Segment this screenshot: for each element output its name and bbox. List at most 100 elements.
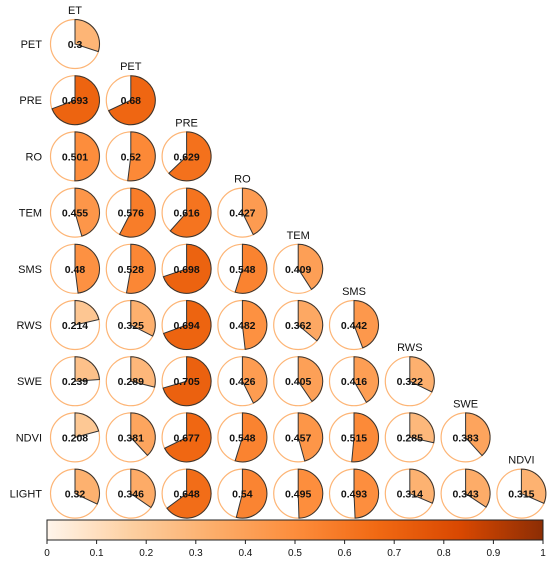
colorbar-tick-label: 0.3: [189, 548, 203, 559]
value-label: 0.548: [229, 264, 255, 276]
pie-slice: [297, 356, 324, 403]
pie-slice: [127, 131, 156, 182]
pie-cell: 0.214: [49, 299, 101, 351]
pie-slice: [74, 131, 100, 182]
pie-slice: [107, 75, 156, 126]
pie-cell: 0.48: [49, 243, 101, 294]
value-label: 0.289: [118, 376, 144, 388]
pie-cell: 0.427: [217, 187, 268, 238]
pie-cell: 0.548: [217, 412, 268, 463]
value-label: 0.493: [341, 489, 367, 501]
column-label-ndvi: NDVI: [508, 455, 534, 467]
value-label: 0.315: [508, 489, 534, 501]
pie-cell: 0.705: [161, 356, 212, 407]
pie-cell: 0.482: [217, 299, 268, 351]
value-label: 0.322: [397, 376, 423, 388]
colorbar-gradient: [46, 519, 544, 541]
pie-slice: [465, 468, 491, 508]
column-label-swe: SWE: [453, 398, 478, 410]
value-label: 0.705: [173, 376, 199, 388]
pie-cell: 0.495: [273, 468, 324, 519]
pie-cell: 0.239: [49, 356, 101, 407]
row-label-light: LIGHT: [10, 489, 43, 501]
pie-slice: [234, 243, 268, 294]
value-label: 0.346: [118, 489, 144, 501]
pie-slice: [169, 187, 212, 238]
value-label: 0.442: [341, 320, 367, 332]
pie-cell: 0.315: [496, 468, 547, 519]
value-label: 0.32: [65, 489, 86, 501]
pie-cell: 0.325: [105, 299, 156, 351]
pie-slice: [351, 412, 379, 463]
value-label: 0.214: [62, 320, 88, 332]
pie-cell: 0.693: [49, 75, 101, 126]
pie-cell: 0.285: [384, 412, 435, 463]
pie-cell: 0.405: [273, 356, 324, 407]
pie-slice: [74, 356, 100, 382]
pie-slice: [74, 187, 100, 237]
value-label: 0.343: [452, 489, 478, 501]
value-label: 0.648: [173, 489, 199, 501]
value-label: 0.457: [285, 432, 311, 444]
value-label: 0.677: [173, 432, 199, 444]
colorbar: 0 0.1 0.2 0.3 0.4 0.5 0.6 0.7 0.8 0.9 1: [44, 519, 546, 559]
pie-slice: [297, 299, 324, 342]
pie-slice: [130, 299, 156, 337]
column-labels: ET PET PRE RO TEM SMS RWS SWE NDVI: [68, 5, 535, 467]
value-label: 0.325: [118, 320, 144, 332]
pie-cell: 0.3: [49, 18, 101, 70]
value-label: 0.629: [173, 151, 199, 163]
pie-cell: 0.314: [384, 468, 435, 519]
pie-cell: 0.616: [161, 187, 212, 238]
value-label: 0.208: [62, 432, 88, 444]
column-label-pre: PRE: [175, 117, 198, 129]
pie-cell: 0.208: [49, 412, 101, 463]
pie-slice: [465, 412, 491, 457]
value-label: 0.426: [229, 376, 255, 388]
pie-cell: 0.322: [384, 356, 435, 407]
pie-cell: 0.528: [105, 243, 156, 294]
pie-slice: [235, 468, 268, 519]
pie-slice: [130, 468, 156, 509]
colorbar-tick-label: 0.1: [90, 548, 104, 559]
pie-cell: 0.54: [217, 468, 268, 519]
value-label: 0.409: [285, 264, 311, 276]
pie-cell: 0.548: [217, 243, 268, 294]
pie-cell: 0.694: [161, 299, 212, 351]
colorbar-tick-label: 0.7: [387, 548, 401, 559]
pie-cells: 0.3 0.693 0.68 0.501 0.52 0.629 0.455 0.576 0.61…: [49, 18, 547, 519]
pie-cell: 0.698: [161, 243, 212, 294]
value-label: 0.3: [68, 39, 83, 51]
row-label-swe: SWE: [17, 376, 42, 388]
colorbar-tick-label: 0.4: [238, 548, 252, 559]
pie-cell: 0.346: [105, 468, 156, 519]
pie-slice: [234, 412, 268, 463]
pie-cell: 0.576: [105, 187, 156, 238]
pie-cell: 0.677: [161, 412, 212, 463]
pie-slice: [353, 299, 379, 349]
colorbar-tick-label: 0.5: [288, 548, 302, 559]
pie-cell: 0.409: [273, 243, 324, 294]
row-labels: PET PRE RO TEM SMS RWS SWE NDVI LIGHT: [10, 39, 43, 501]
pie-slice: [409, 412, 435, 444]
pie-cell: 0.52: [105, 131, 156, 182]
value-label: 0.548: [229, 432, 255, 444]
pie-slice: [74, 243, 100, 294]
column-label-ro: RO: [234, 174, 251, 186]
value-label: 0.405: [285, 376, 311, 388]
pie-slice: [168, 131, 212, 182]
pie-slice: [162, 356, 212, 407]
pie-slice: [163, 412, 212, 463]
value-label: 0.515: [341, 432, 367, 444]
pie-slice: [51, 75, 100, 126]
colorbar-tick-label: 0.6: [338, 548, 352, 559]
row-label-ndvi: NDVI: [16, 432, 42, 444]
colorbar-tick-label: 0: [44, 548, 50, 559]
pie-slice: [130, 356, 156, 388]
value-label: 0.416: [341, 376, 367, 388]
value-label: 0.54: [232, 489, 253, 501]
pie-cell: 0.629: [161, 131, 212, 182]
value-label: 0.48: [65, 264, 86, 276]
row-label-rws: RWS: [17, 320, 42, 332]
